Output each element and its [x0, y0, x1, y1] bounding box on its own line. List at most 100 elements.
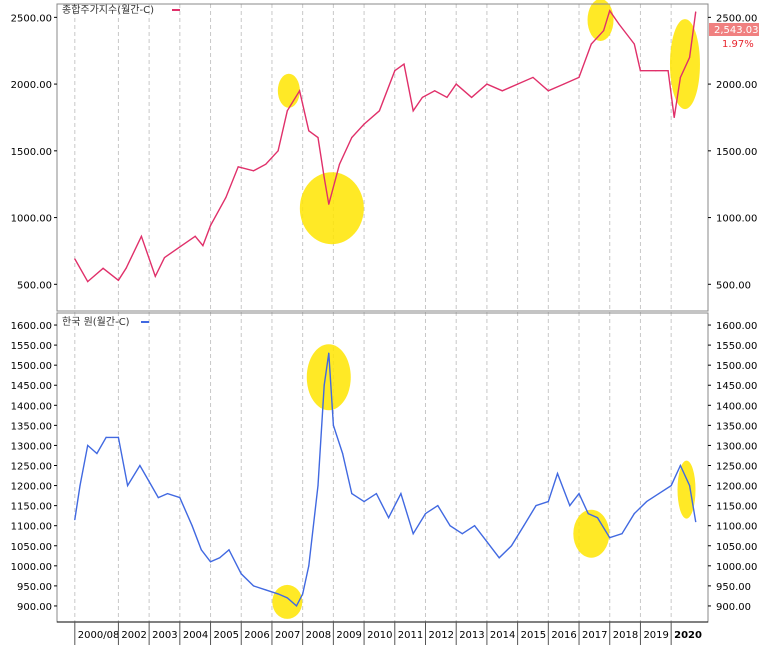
krw-data-point [587, 513, 589, 515]
x-tick-label: 2009 [336, 630, 361, 641]
y-tick-label-right: 1350.00 [716, 421, 757, 432]
x-tick-label: 2019 [643, 630, 668, 641]
y-tick-label-right: 1000.00 [716, 214, 757, 225]
krw-data-point [679, 464, 681, 467]
krw-data-point [596, 517, 599, 519]
krw-data-point [127, 484, 129, 487]
y-tick-label-left: 1550.00 [11, 341, 52, 352]
kospi-data-point [265, 163, 267, 165]
kospi-data-point [578, 76, 580, 79]
kospi-data-point [532, 76, 534, 79]
krw-data-point [328, 352, 330, 354]
krw-data-point [375, 492, 377, 495]
kospi-data-point [470, 96, 473, 99]
kospi-data-point [298, 90, 301, 92]
y-tick-label-right: 1550.00 [716, 341, 757, 352]
kospi-panel[interactable] [74, 9, 697, 283]
highlight-peak-2007 [277, 73, 300, 108]
krw-data-point [510, 545, 513, 547]
krw-data-point [79, 484, 81, 487]
krw-data-point [424, 513, 427, 515]
last-value-text: 2,543.03 [714, 25, 759, 36]
highlight-trough-2008 [299, 172, 364, 245]
kospi-data-point [403, 63, 405, 65]
x-tick-label: 2007 [275, 630, 300, 641]
y-tick-label-right: 500.00 [716, 280, 751, 291]
krw-data-point [688, 484, 691, 487]
y-tick-label-right: 1450.00 [716, 381, 757, 392]
y-tick-label-left: 1350.00 [11, 421, 52, 432]
kospi-data-point [351, 136, 353, 139]
krw-legend-label: 한국 원(월간-C) [62, 316, 130, 328]
kospi-data-point [140, 235, 143, 237]
krw-data-point [157, 496, 159, 499]
y-tick-label-right: 1100.00 [716, 522, 757, 533]
kospi-data-point [486, 83, 488, 85]
krw-data-point [670, 484, 672, 487]
kospi-data-point [209, 224, 212, 227]
y-tick-label-right: 1600.00 [716, 321, 757, 332]
kospi-legend-label: 종합주가지수(월간-C) [62, 4, 154, 16]
krw-data-point [209, 561, 212, 563]
y-tick-label-left: 1200.00 [11, 482, 52, 493]
kospi-data-point [286, 110, 288, 112]
krw-data-point [449, 525, 451, 527]
kospi-data-point [639, 70, 642, 72]
krw-panel[interactable] [74, 352, 697, 608]
kospi-series-line[interactable] [74, 9, 697, 283]
kospi-data-point [237, 166, 239, 168]
x-tick-label: 2015 [521, 630, 546, 641]
x-tick-label: 2008 [306, 630, 331, 641]
krw-data-point [412, 533, 414, 535]
kospi-data-point [446, 96, 448, 99]
x-tick-label: 2012 [428, 630, 453, 641]
krw-data-point [547, 501, 549, 503]
last-value-badge: 2,543.03 1.97% [709, 23, 759, 50]
x-tick-label: 2003 [152, 630, 177, 641]
kospi-data-point [179, 246, 181, 248]
y-tick-label-right: 950.00 [716, 582, 751, 593]
y-tick-label-left: 2500.00 [11, 13, 52, 24]
kospi-data-point [338, 163, 341, 165]
kospi-data-point [328, 203, 330, 205]
kospi-legend: 종합주가지수(월간-C) [62, 4, 180, 16]
krw-data-point [523, 525, 525, 527]
kospi-data-point [378, 110, 381, 112]
y-tick-label-right: 1500.00 [716, 147, 757, 158]
krw-data-point [535, 505, 537, 507]
y-tick-label-right: 2000.00 [716, 80, 757, 91]
kospi-data-point [688, 56, 691, 58]
y-tick-label-left: 1600.00 [11, 321, 52, 332]
krw-data-point [96, 452, 98, 455]
x-tick-label: 2011 [398, 630, 423, 641]
kospi-data-point [317, 136, 319, 139]
krw-data-point [191, 525, 193, 527]
krw-data-point [658, 492, 660, 495]
krw-data-point [200, 549, 202, 551]
kospi-data-point [633, 43, 635, 45]
y-tick-label-left: 1250.00 [11, 461, 52, 472]
krw-data-point [332, 424, 334, 426]
kospi-data-point [455, 83, 457, 85]
kospi-data-point [394, 70, 396, 72]
highlight-krw-trough-2007 [272, 584, 303, 619]
kospi-data-point [673, 116, 675, 119]
krw-data-point [351, 492, 353, 495]
kospi-data-point [363, 123, 365, 125]
krw-data-point [556, 472, 559, 475]
kospi-data-point [590, 43, 592, 45]
kospi-data-point [125, 267, 127, 269]
y-tick-label-right: 900.00 [716, 602, 751, 613]
change-percent-text: 1.97% [722, 39, 754, 50]
y-tick-label-right: 1300.00 [716, 441, 757, 452]
kospi-data-point [501, 90, 503, 92]
krw-data-point [621, 533, 623, 535]
kospi-data-point [609, 10, 611, 12]
y-tick-label-right: 1000.00 [716, 562, 757, 573]
krw-data-point [633, 513, 635, 515]
last-value-badge-bg [709, 23, 759, 36]
kospi-data-point [194, 235, 196, 237]
x-tick-label: 2017 [582, 630, 607, 641]
krw-data-point [240, 573, 242, 575]
